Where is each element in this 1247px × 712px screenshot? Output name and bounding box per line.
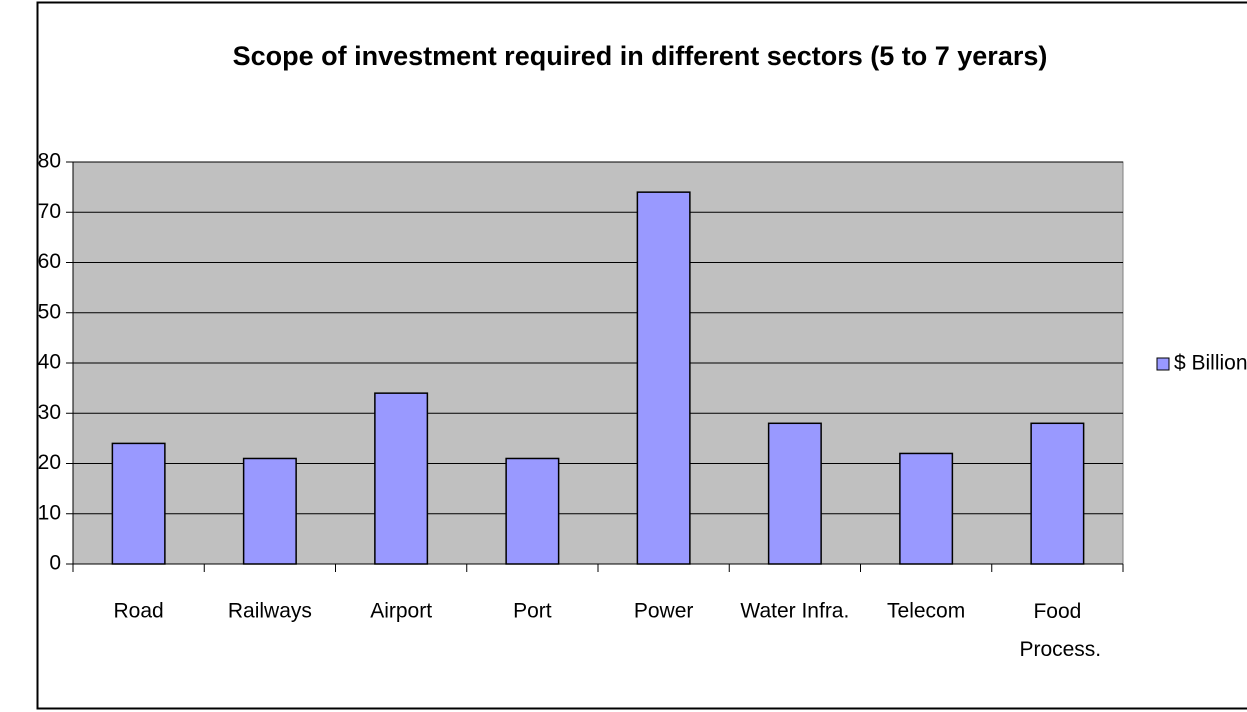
bar: [767, 422, 822, 565]
y-tick-label: 40: [38, 351, 61, 374]
y-tick-label: 50: [38, 300, 61, 323]
bar: [1030, 422, 1085, 565]
x-tick-label: Airport: [370, 600, 432, 623]
bar: [374, 392, 429, 565]
y-tick-label: 80: [38, 150, 61, 173]
x-tick-label: Power: [634, 600, 694, 623]
y-tick-label: 20: [38, 451, 61, 474]
y-tick-label: 10: [38, 501, 61, 524]
x-tick-label: Water Infra.: [740, 600, 849, 623]
x-tick-label: Road: [114, 600, 164, 623]
bar: [505, 457, 560, 565]
bar: [899, 452, 954, 565]
bar: [111, 442, 166, 565]
x-tick-label: Railways: [228, 600, 312, 623]
legend-label: $ Billion: [1174, 352, 1247, 375]
bar: [242, 457, 297, 565]
chart-title: Scope of investment required in differen…: [233, 41, 1048, 71]
y-tick-label: 60: [38, 250, 61, 273]
legend-swatch: [1156, 357, 1170, 371]
x-tick-label: Telecom: [887, 600, 965, 623]
y-tick-label: 30: [38, 401, 61, 424]
y-tick-label: 0: [49, 552, 61, 575]
y-tick-label: 70: [38, 200, 61, 223]
x-tick-label: Food Process.: [1014, 600, 1102, 661]
x-tick-label: Port: [513, 600, 552, 623]
bar: [636, 191, 691, 565]
